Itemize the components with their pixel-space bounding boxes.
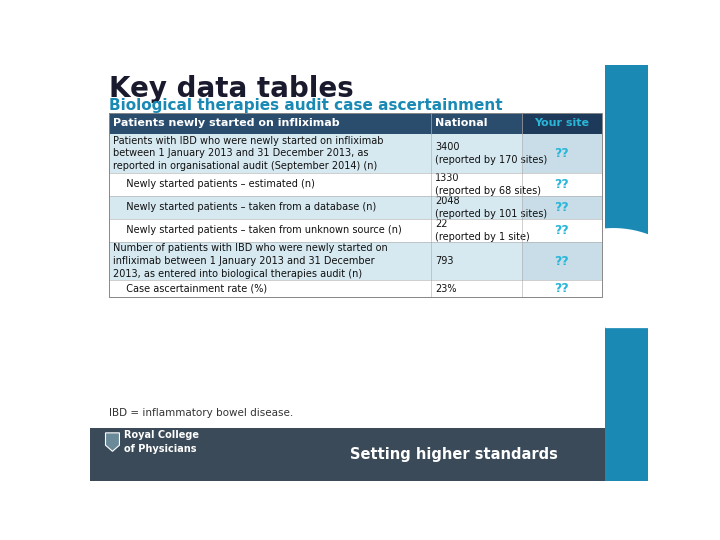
- Text: 22
(reported by 1 site): 22 (reported by 1 site): [435, 219, 530, 242]
- Text: Royal College
of Physicians: Royal College of Physicians: [124, 430, 199, 454]
- Text: ??: ??: [554, 147, 569, 160]
- Text: Newly started patients – taken from a database (n): Newly started patients – taken from a da…: [120, 202, 377, 212]
- Text: 1330
(reported by 68 sites): 1330 (reported by 68 sites): [435, 173, 541, 195]
- Bar: [109, 173, 601, 195]
- Bar: [109, 112, 601, 134]
- Text: National: National: [435, 118, 487, 129]
- Bar: [522, 242, 601, 280]
- Text: Patients newly started on infliximab: Patients newly started on infliximab: [113, 118, 340, 129]
- Bar: [522, 195, 601, 219]
- Text: ??: ??: [554, 255, 569, 268]
- Text: 3400
(reported by 170 sites): 3400 (reported by 170 sites): [435, 142, 547, 165]
- Bar: [109, 219, 601, 242]
- Text: Newly started patients – estimated (n): Newly started patients – estimated (n): [120, 179, 315, 189]
- Text: Setting higher standards: Setting higher standards: [351, 447, 558, 462]
- Bar: [109, 112, 601, 298]
- Bar: [109, 134, 601, 173]
- Text: 2048
(reported by 101 sites): 2048 (reported by 101 sites): [435, 196, 547, 219]
- Text: Case ascertainment rate (%): Case ascertainment rate (%): [120, 284, 267, 294]
- Bar: [90, 428, 648, 481]
- Bar: [606, 65, 648, 428]
- Polygon shape: [582, 228, 714, 328]
- Text: ??: ??: [554, 178, 569, 191]
- Text: Your site: Your site: [534, 118, 589, 129]
- Text: 793: 793: [435, 256, 454, 266]
- Text: Key data tables: Key data tables: [109, 75, 354, 103]
- Text: Biological therapies audit case ascertainment: Biological therapies audit case ascertai…: [109, 98, 503, 113]
- Text: IBD = inflammatory bowel disease.: IBD = inflammatory bowel disease.: [109, 408, 294, 418]
- Text: Patients with IBD who were newly started on infliximab
between 1 January 2013 an: Patients with IBD who were newly started…: [113, 136, 384, 171]
- Text: 23%: 23%: [435, 284, 456, 294]
- Text: ??: ??: [554, 282, 569, 295]
- Text: Number of patients with IBD who were newly started on
infliximab between 1 Janua: Number of patients with IBD who were new…: [113, 244, 388, 279]
- Text: Newly started patients – taken from unknown source (n): Newly started patients – taken from unkn…: [120, 225, 402, 235]
- Polygon shape: [106, 433, 120, 451]
- Text: ??: ??: [554, 224, 569, 237]
- Bar: [522, 134, 601, 173]
- Bar: [109, 195, 601, 219]
- Bar: [109, 280, 601, 298]
- Bar: [109, 242, 601, 280]
- Text: ??: ??: [554, 201, 569, 214]
- Bar: [522, 112, 601, 134]
- Bar: [606, 428, 648, 481]
